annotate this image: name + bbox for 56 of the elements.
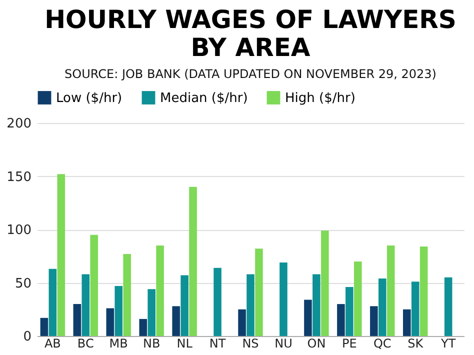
x-tick-label: PE: [342, 336, 357, 350]
y-tick-label: 150: [6, 170, 32, 185]
bar: [123, 254, 131, 336]
bar: [321, 230, 329, 336]
bar: [114, 286, 123, 336]
bar: [106, 308, 114, 336]
x-tick-label: YT: [440, 336, 456, 350]
x-tick-label: AB: [44, 336, 61, 350]
bar: [189, 186, 197, 336]
bar: [90, 234, 98, 336]
bar: [403, 309, 411, 336]
bar: [370, 306, 378, 336]
bar: [57, 174, 66, 336]
x-tick-label: NS: [242, 336, 259, 350]
bar: [238, 309, 246, 336]
bar: [346, 287, 354, 336]
x-tick-label: ON: [307, 336, 326, 350]
bar: [172, 306, 180, 336]
bar: [40, 318, 48, 336]
y-tick-label: 0: [23, 330, 32, 344]
bar: [139, 318, 148, 336]
x-tick-label: BC: [77, 336, 94, 350]
x-tick-label: NT: [209, 336, 226, 350]
x-tick-label: MB: [109, 336, 128, 350]
chart-subtitle: SOURCE: JOB BANK (DATA UPDATED ON NOVEMBER 29, 2023): [64, 67, 436, 81]
x-tick-label: NU: [274, 336, 292, 350]
bar: [48, 268, 57, 336]
x-tick-label: QC: [373, 336, 392, 350]
bar: [304, 300, 312, 336]
legend-label: Median ($/hr): [160, 90, 248, 106]
bar: [82, 274, 90, 336]
bar: [337, 304, 345, 336]
bar: [280, 262, 288, 336]
legend-label: Low ($/hr): [56, 90, 122, 106]
bar: [312, 274, 320, 336]
y-tick-label: 100: [6, 223, 32, 238]
bar: [255, 248, 263, 336]
bar: [214, 268, 222, 336]
bar: [73, 304, 82, 336]
bar: [180, 275, 188, 336]
x-tick-label: SK: [408, 336, 424, 350]
bar: [156, 245, 164, 336]
bar: [354, 261, 362, 336]
chart-title: HOURLY WAGES OF LAWYERS BY AREA: [44, 5, 456, 62]
x-tick-label: NL: [176, 336, 193, 350]
bar: [246, 274, 254, 336]
y-tick-label: 200: [6, 116, 32, 132]
bar: [378, 278, 386, 336]
legend-label: High ($/hr): [285, 90, 356, 106]
x-tick-label: NB: [142, 336, 160, 350]
bar: [148, 289, 156, 336]
bar: [444, 277, 452, 336]
bar: [386, 245, 395, 336]
bar: [420, 246, 428, 336]
bar: [411, 282, 420, 336]
y-tick-label: 50: [14, 276, 32, 292]
